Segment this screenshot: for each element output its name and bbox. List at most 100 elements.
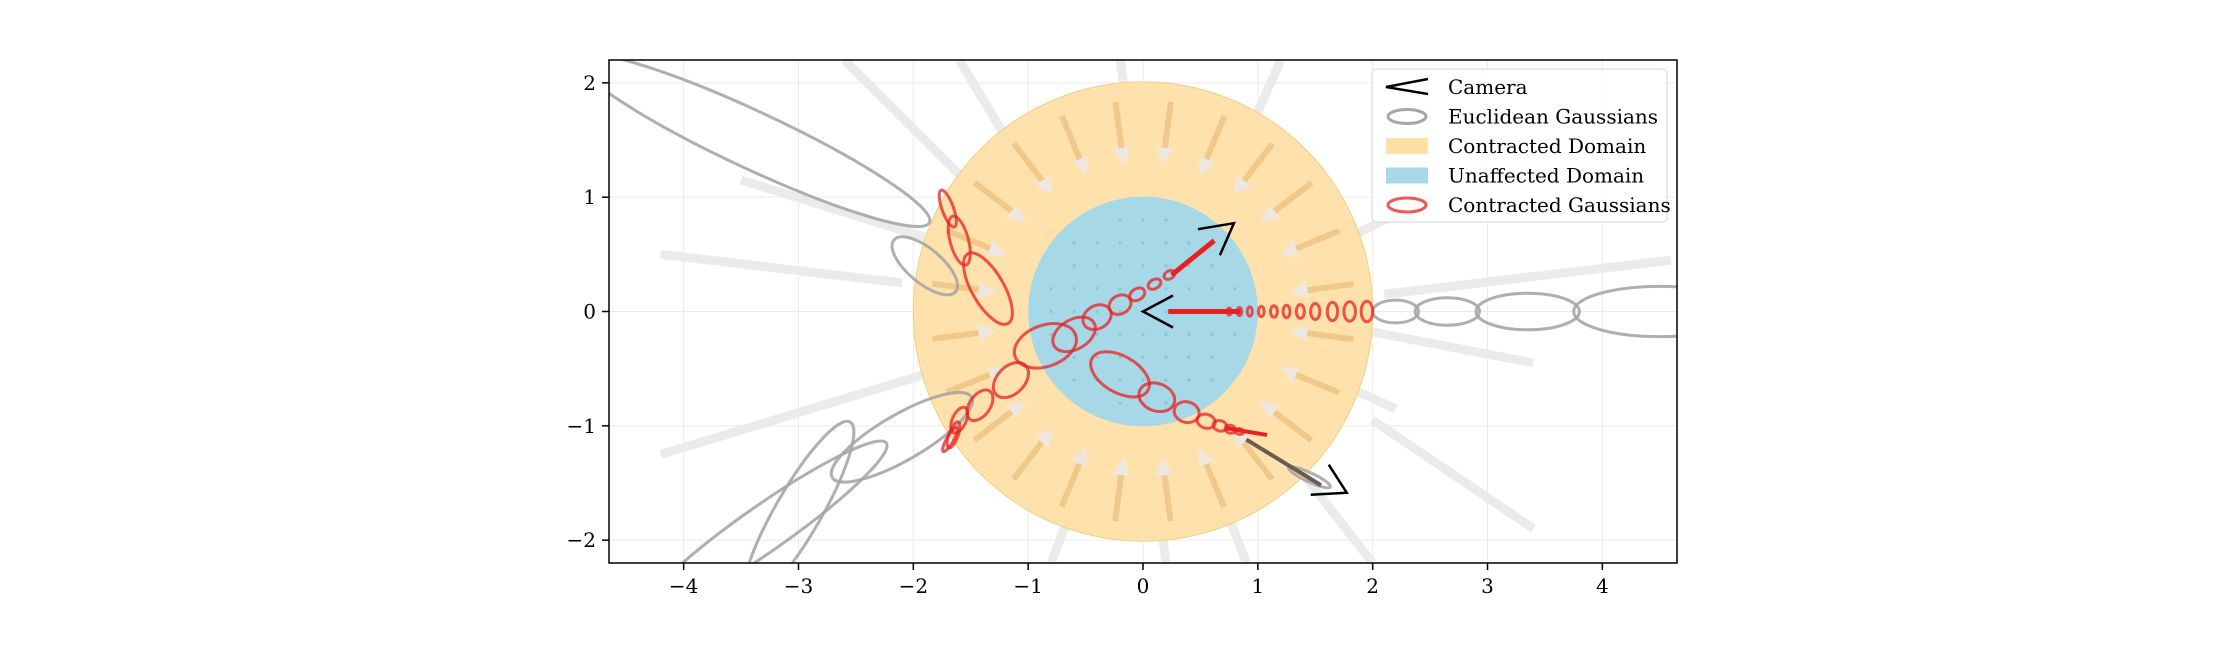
contracted-gaussian [1146, 277, 1163, 291]
axis-ticks: −4 −3 −2 −1 0 1 2 3 4 −2 −1 0 1 2 [567, 71, 1609, 598]
field-ray [739, 175, 927, 242]
contracted-gaussian [941, 425, 960, 454]
field-dot [1049, 309, 1053, 314]
field-dot [1187, 332, 1191, 336]
legend-contracted-domain-swatch [1386, 138, 1428, 154]
ring-arrow [1058, 447, 1088, 508]
field-dot [1118, 264, 1122, 268]
field-dot [1210, 355, 1214, 359]
ray-head [1225, 426, 1268, 437]
contracted-gaussian [1051, 315, 1097, 354]
ring-arrow [1011, 141, 1054, 195]
y-tick-label: 2 [583, 71, 596, 95]
ray-head [1170, 238, 1216, 277]
x-tick-label: 3 [1481, 574, 1494, 598]
ring-arrows [931, 101, 1355, 522]
ring-arrow [931, 280, 997, 299]
contracted-gaussian [1309, 301, 1322, 322]
field-dot [1187, 241, 1191, 245]
y-tick-label: −1 [567, 414, 596, 438]
y-tick-label: −2 [567, 528, 596, 552]
ring-arrow [1155, 457, 1174, 522]
field-dot [1072, 355, 1076, 359]
field-dot [1095, 241, 1099, 245]
contracted-gaussian [991, 361, 1030, 400]
ring-arrow [1289, 281, 1355, 300]
field-dot [1164, 332, 1168, 336]
legend: Camera Euclidean Gaussians Contracted Doma… [1371, 68, 1671, 223]
field-dot [1164, 355, 1168, 359]
contracted-gaussian [946, 214, 972, 267]
field-dot [1164, 241, 1168, 245]
field-dot [1049, 287, 1053, 291]
ring-arrow [1260, 401, 1314, 443]
plot-area [609, 60, 1677, 563]
field-dot [1095, 287, 1099, 291]
ring-arrow [1233, 141, 1275, 195]
field-dot [1164, 378, 1168, 382]
field-dot [1164, 218, 1168, 222]
contracted-gaussian [1342, 300, 1357, 323]
field-dot [1141, 378, 1145, 382]
field-dot [1118, 378, 1122, 382]
ring-arrow [1279, 366, 1341, 396]
ring-arrow [945, 227, 1007, 257]
cameras [1140, 221, 1349, 496]
ring-arrow [1289, 324, 1355, 343]
euclidean-gaussian [1572, 284, 1677, 339]
contracted-gaussian [1294, 303, 1306, 320]
field-dot [1049, 332, 1053, 336]
field-ray [660, 249, 903, 288]
field-dot [1187, 287, 1191, 291]
contracted-gaussian [1359, 299, 1375, 324]
euclidean-gaussian [1413, 296, 1481, 327]
field-dot [1164, 309, 1168, 314]
field-dot [1164, 401, 1168, 405]
euclidean-gaussian [639, 439, 889, 563]
euclidean-gaussian [741, 419, 856, 563]
ring-arrow [1260, 180, 1314, 223]
field-dot [1141, 218, 1145, 222]
field-dot [1072, 241, 1076, 245]
x-tick-label: −2 [899, 574, 928, 598]
ring-arrow [972, 400, 1026, 443]
legend-camera-icon [1385, 77, 1429, 96]
x-tick-label: 0 [1137, 574, 1150, 598]
contracted-gaussian [1281, 303, 1292, 320]
ring-arrow [1011, 428, 1053, 482]
field-dot [1141, 355, 1145, 359]
x-tick-label: −1 [1013, 574, 1042, 598]
contracted-gaussian [1268, 304, 1279, 319]
field-dot [1210, 264, 1214, 268]
ring-arrow [1059, 114, 1088, 176]
field-dot [1141, 264, 1145, 268]
field-dot [1118, 401, 1122, 405]
legend-unaffected-domain-swatch [1386, 167, 1428, 184]
field-dot [1164, 264, 1168, 268]
legend-euclidean-icon [1386, 108, 1428, 125]
field-dot [1141, 241, 1145, 245]
contracted-gaussian [1137, 381, 1177, 414]
contracted-gaussian [1245, 305, 1254, 318]
x-tick-label: −3 [784, 574, 813, 598]
contracted-gaussian [937, 188, 958, 229]
field-dot [1233, 332, 1237, 336]
euclidean-gaussian [890, 235, 960, 297]
field-ray [1383, 255, 1672, 299]
field-dot [1072, 378, 1076, 382]
ring-arrow [1155, 101, 1174, 166]
field-dot [1118, 309, 1122, 314]
legend-contracted-gaussians-icon [1386, 196, 1428, 214]
ring-arrow [1198, 447, 1227, 509]
field-dot [1118, 218, 1122, 222]
contracted-gaussian [949, 405, 970, 435]
legend-label: Contracted Domain [1448, 134, 1646, 158]
x-tick-label: 2 [1366, 574, 1379, 598]
contracted-gaussian [1089, 350, 1151, 399]
legend-label: Euclidean Gaussians [1448, 105, 1658, 129]
legend-box [1371, 68, 1668, 223]
y-tick-label: 0 [583, 300, 596, 324]
euclidean-gaussian [1474, 291, 1581, 332]
